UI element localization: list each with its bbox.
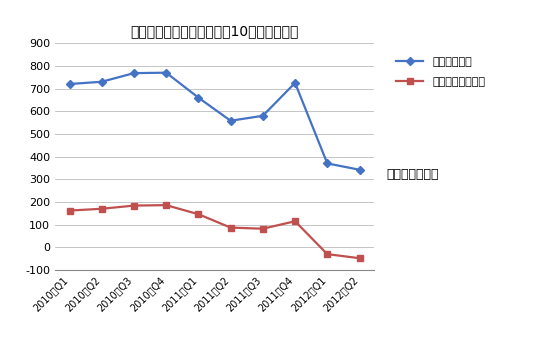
无线业务营收 bbox=[260, 114, 266, 118]
无线业务运营利润 bbox=[98, 207, 105, 211]
无线业务营收 bbox=[227, 118, 234, 123]
无线业务营收 bbox=[324, 161, 331, 166]
无线业务运营利润 bbox=[163, 203, 169, 207]
无线业务营收 bbox=[131, 71, 138, 75]
无线业务营收 bbox=[356, 168, 363, 172]
无线业务运营利润 bbox=[260, 226, 266, 231]
无线业务运营利润 bbox=[324, 252, 331, 256]
无线业务营收 bbox=[66, 82, 73, 86]
无线业务运营利润 bbox=[131, 203, 138, 208]
Legend: 无线业务营收, 无线业务运营利润: 无线业务营收, 无线业务运营利润 bbox=[392, 53, 488, 90]
无线业务营收 bbox=[163, 71, 169, 75]
无线业务营收 bbox=[195, 95, 202, 100]
无线业务营收 bbox=[292, 81, 298, 85]
Title: 德州仪器无线业务营收过去10个季度走势图: 德州仪器无线业务营收过去10个季度走势图 bbox=[130, 24, 299, 38]
无线业务营收 bbox=[98, 80, 105, 84]
无线业务运营利润 bbox=[292, 219, 298, 224]
无线业务运营利润 bbox=[227, 225, 234, 230]
无线业务运营利润 bbox=[195, 212, 202, 216]
无线业务运营利润 bbox=[356, 256, 363, 260]
Line: 无线业务营收: 无线业务营收 bbox=[67, 69, 362, 173]
Line: 无线业务运营利润: 无线业务运营利润 bbox=[67, 202, 362, 261]
无线业务运营利润 bbox=[66, 208, 73, 213]
Text: 单位：百万美元: 单位：百万美元 bbox=[387, 168, 439, 181]
